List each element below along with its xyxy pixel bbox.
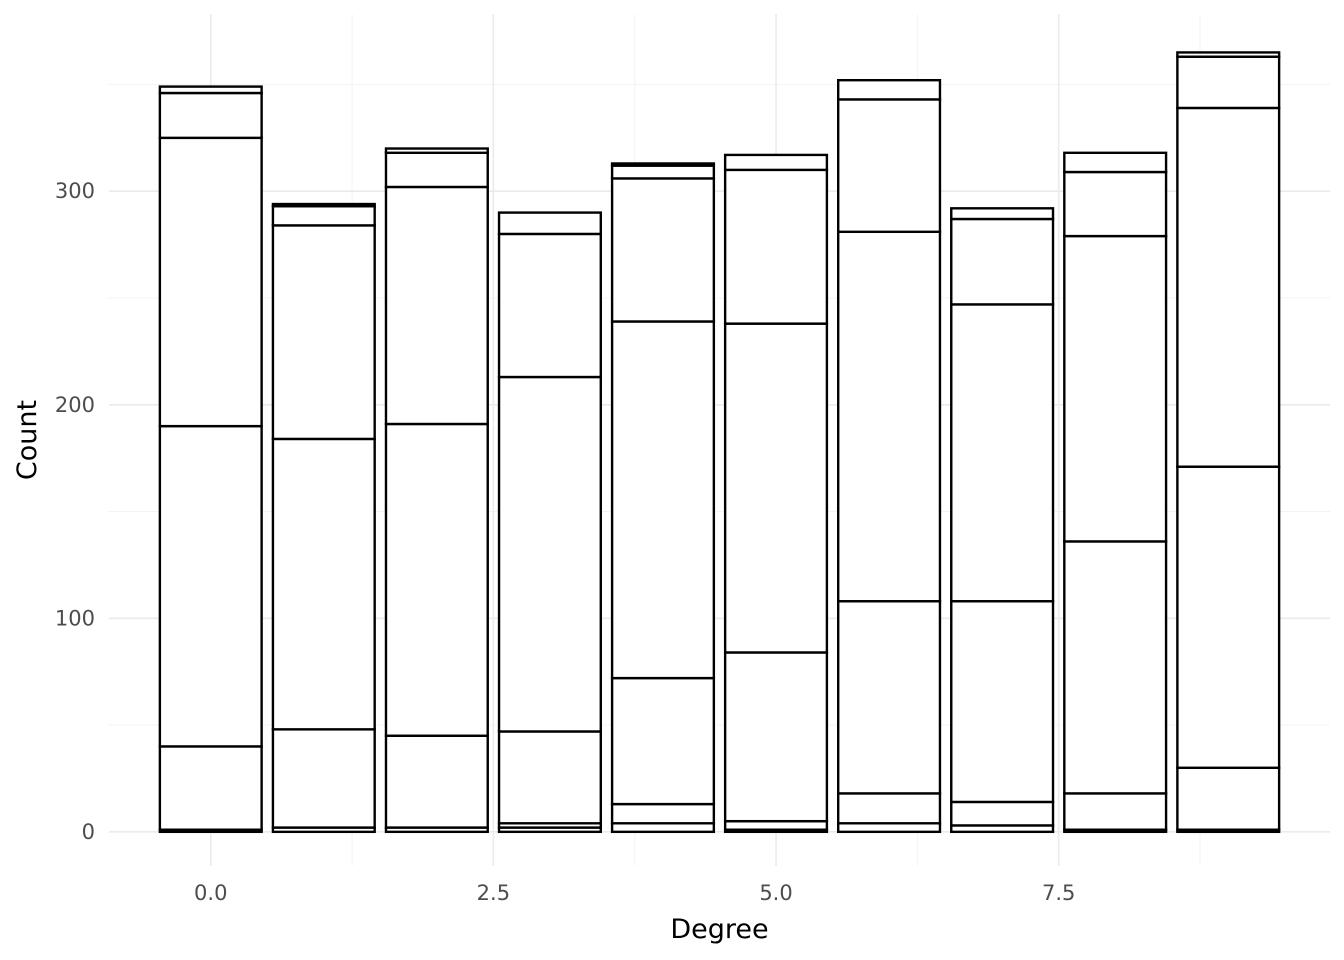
bar-2 — [384, 147, 489, 834]
bar-segment — [384, 151, 489, 189]
bar-segment — [497, 211, 602, 236]
bar-segment — [950, 303, 1055, 603]
bar-segment — [950, 600, 1055, 804]
bar-8 — [1063, 151, 1168, 834]
bar-segment — [158, 424, 263, 748]
bar-segment — [837, 600, 942, 795]
bar-segment — [384, 422, 489, 737]
bar-segment — [384, 147, 489, 154]
bar-segment — [610, 177, 716, 323]
bar-segment — [497, 232, 602, 379]
bar-segment — [271, 204, 376, 227]
bar-segment — [497, 375, 602, 733]
bar-segment — [950, 217, 1055, 306]
bar-segment — [610, 802, 716, 825]
bar-segment — [610, 822, 716, 834]
bars — [158, 51, 1281, 834]
bar-segment — [271, 437, 376, 731]
bar-segment — [1063, 540, 1168, 795]
bar-segment — [723, 153, 829, 172]
bar-segment — [384, 734, 489, 829]
y-tick-label: 100 — [55, 606, 95, 630]
x-axis-title: Degree — [670, 914, 768, 945]
bar-9 — [1176, 51, 1281, 834]
x-tick-labels: 0.0 2.5 5.0 7.5 — [194, 881, 1075, 905]
x-tick-label: 0.0 — [194, 881, 227, 905]
bar-segment — [1063, 170, 1168, 238]
bar-segment — [1063, 151, 1168, 174]
bar-7 — [950, 207, 1055, 834]
bar-5 — [723, 153, 829, 834]
y-tick-label: 0 — [82, 820, 95, 844]
bar-0 — [158, 85, 263, 834]
bar-segment — [384, 185, 489, 426]
bar-segment — [1176, 51, 1281, 58]
bar-segment — [271, 202, 376, 208]
bar-1 — [271, 202, 376, 834]
bar-segment — [1063, 792, 1168, 831]
bar-segment — [271, 728, 376, 829]
bar-segment — [497, 730, 602, 825]
bar-segment — [837, 792, 942, 825]
bar-segment — [837, 822, 942, 834]
bar-segment — [1176, 106, 1281, 468]
bar-segment — [610, 676, 716, 806]
bar-segment — [723, 322, 829, 654]
bar-segment — [610, 164, 716, 180]
bar-segment — [723, 168, 829, 325]
y-tick-label: 300 — [55, 179, 95, 203]
bar-segment — [1176, 465, 1281, 769]
bar-4 — [610, 162, 716, 834]
bar-segment — [723, 819, 829, 831]
bar-segment — [1176, 766, 1281, 831]
y-tick-label: 200 — [55, 393, 95, 417]
y-tick-labels: 0 100 200 300 — [55, 179, 95, 844]
bar-segment — [1063, 234, 1168, 543]
bar-segment — [158, 745, 263, 831]
bar-segment — [610, 320, 716, 680]
bar-segment — [950, 207, 1055, 221]
bar-segment — [158, 136, 263, 428]
bar-segment — [723, 651, 829, 823]
bar-segment — [837, 230, 942, 603]
x-tick-label: 2.5 — [477, 881, 510, 905]
y-axis-title: Count — [12, 400, 43, 480]
bar-segment — [610, 162, 716, 167]
x-tick-label: 7.5 — [1042, 881, 1075, 905]
bar-segment — [1176, 55, 1281, 110]
bar-6 — [837, 78, 942, 834]
bar-3 — [497, 211, 602, 834]
bar-segment — [837, 98, 942, 234]
bar-segment — [158, 91, 263, 140]
bar-segment — [158, 85, 263, 95]
bar-segment — [271, 224, 376, 441]
bar-segment — [837, 78, 942, 101]
bar-segment — [950, 800, 1055, 827]
x-tick-label: 5.0 — [759, 881, 792, 905]
